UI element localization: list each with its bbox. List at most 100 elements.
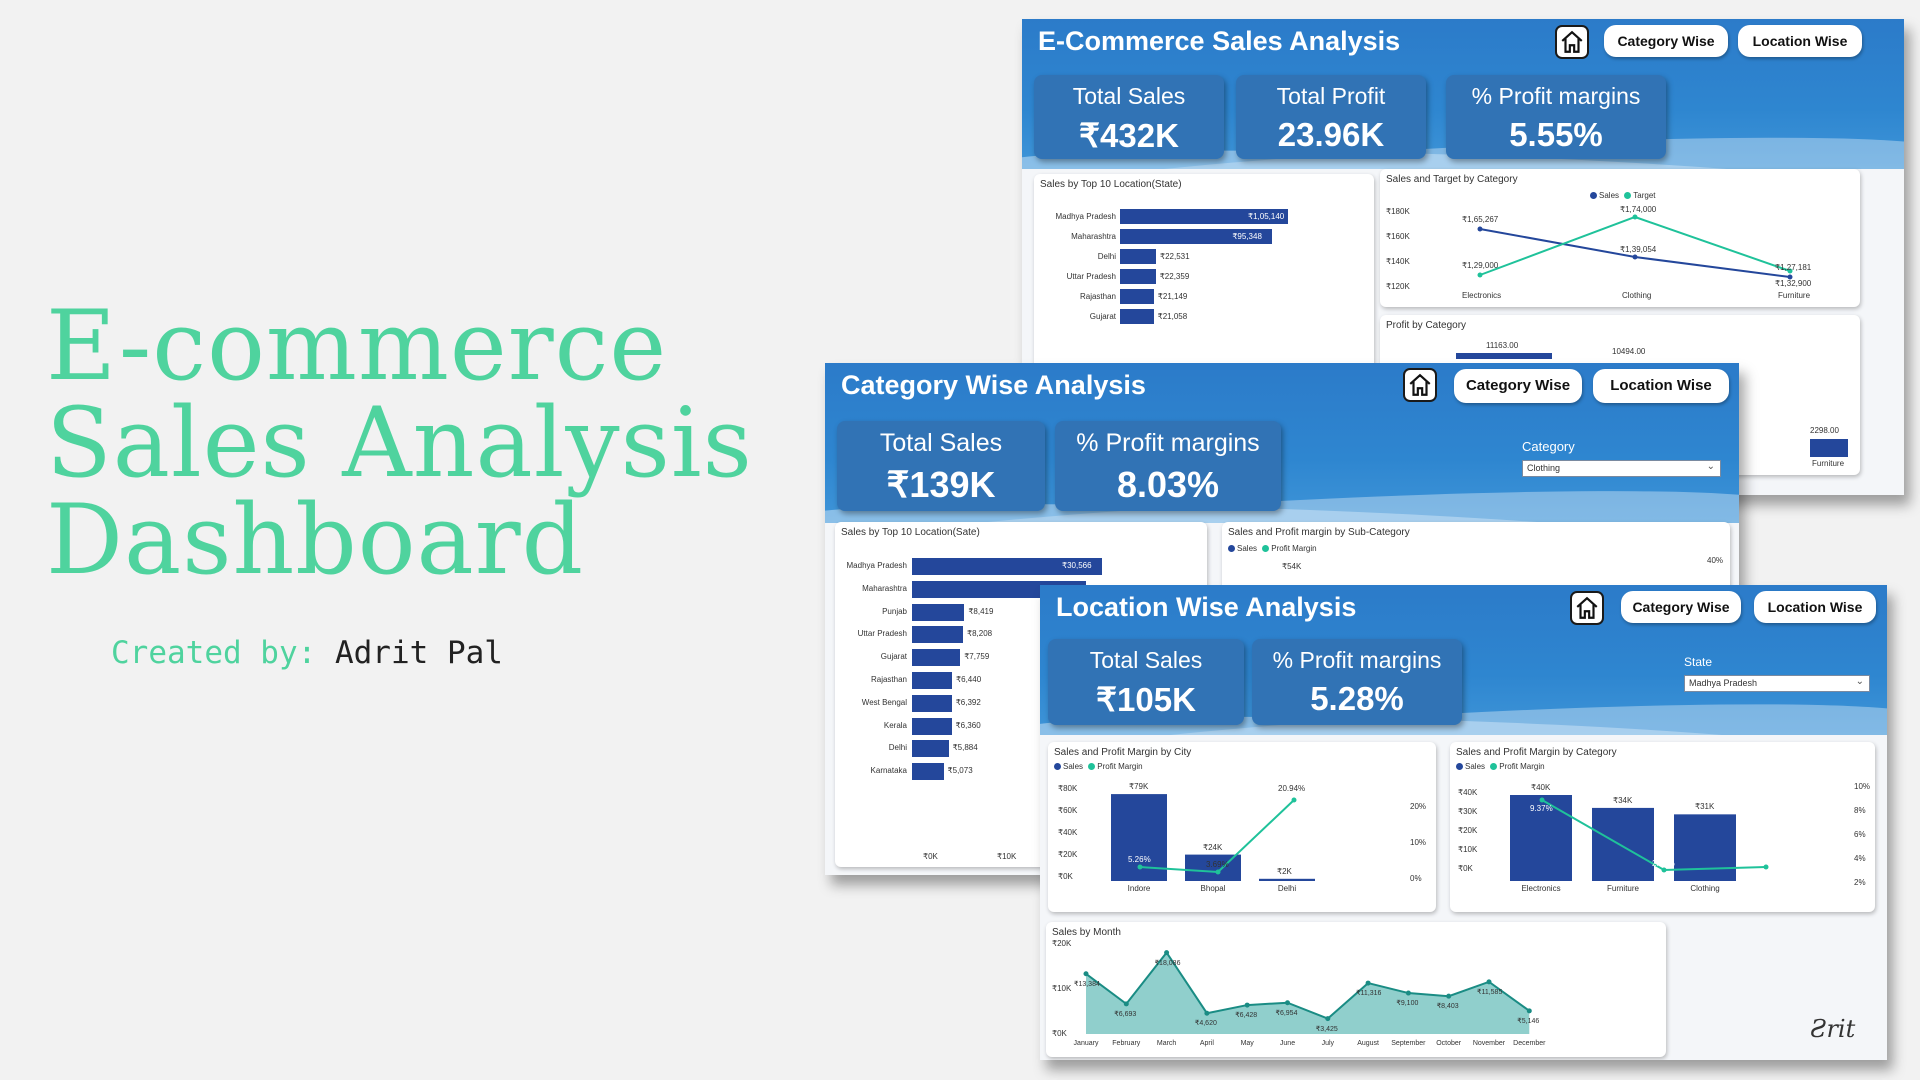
state-slicer-label: State (1684, 655, 1713, 669)
y-tick: ₹180K (1386, 207, 1410, 216)
y-tick: ₹20K (1052, 939, 1072, 948)
state-label: Maharashtra (1071, 232, 1116, 241)
state-bar (912, 717, 952, 735)
state-bar (912, 672, 953, 689)
value-label: ₹18,086 (1154, 959, 1181, 967)
sales-label: ₹40K (1531, 783, 1551, 792)
home-icon (1409, 373, 1431, 396)
state-label: Karnataka (870, 766, 907, 776)
target-point (1632, 214, 1638, 220)
month-point (1526, 1008, 1532, 1014)
margin-label: 3.69% (1206, 860, 1229, 869)
y2-tick: 10% (1410, 838, 1427, 847)
kpi-value: 5.28% (1310, 680, 1404, 717)
chart-legend: Sales Profit Margin (1456, 762, 1545, 771)
bar-value: ₹5,884 (952, 743, 978, 753)
sales-label: ₹34K (1613, 795, 1633, 805)
kpi-label: % Profit margins (1272, 647, 1442, 673)
state-bar (912, 740, 949, 758)
month-point (1204, 1010, 1210, 1016)
margin-point (1137, 864, 1143, 870)
state-label: Rajasthan (1079, 292, 1116, 301)
y-tick: ₹30K (1458, 807, 1478, 816)
data-label: 2298.00 (1810, 426, 1839, 435)
hero-title: E-commerce Sales Analysis Dashboard (46, 298, 753, 589)
location-wise-button[interactable]: Location Wise (1738, 25, 1862, 57)
x-tick: Bhopal (1200, 884, 1226, 893)
category-wise-button[interactable]: Category Wise (1604, 25, 1728, 57)
margin-label: 3.47% (1754, 853, 1777, 862)
panel-subcategory: Sales and Profit margin by Sub-Category … (1222, 522, 1730, 592)
category-slicer[interactable]: Clothing ⌄ (1522, 460, 1721, 477)
y2-tick: 4% (1854, 854, 1866, 863)
month-point (1164, 950, 1170, 956)
y-tick: ₹40K (1458, 788, 1478, 797)
state-bar (1120, 249, 1156, 264)
kpi-profit-margin: % Profit margins 5.55% (1446, 75, 1666, 159)
kpi-value: ₹432K (1079, 117, 1179, 154)
chevron-down-icon: ⌄ (1855, 676, 1864, 687)
combo-chart (1510, 795, 1769, 881)
x-tick: Delhi (1277, 884, 1297, 893)
category-wise-button[interactable]: Category Wise (1621, 591, 1741, 623)
category-wise-button[interactable]: Category Wise (1454, 369, 1582, 403)
location-wise-button[interactable]: Location Wise (1593, 369, 1729, 403)
x-tick: March (1156, 1040, 1177, 1047)
kpi-total-profit: Total Profit 23.96K (1236, 75, 1426, 159)
location-wise-button[interactable]: Location Wise (1754, 591, 1876, 623)
month-point (1285, 1000, 1290, 1006)
home-button[interactable] (1403, 368, 1437, 402)
state-label: Madhya Pradesh (1055, 212, 1116, 221)
margin-label: 2.03% (1652, 859, 1675, 868)
state-bar (1120, 229, 1273, 244)
x-tick: January (1073, 1040, 1099, 1047)
chart-legend: Sales Profit Margin (1054, 762, 1143, 771)
x-tick: Electronics (1521, 884, 1561, 893)
bar-value: ₹7,759 (964, 652, 990, 662)
y-tick: ₹10K (1458, 845, 1478, 854)
state-label: Madhya Pradesh (846, 561, 907, 570)
x-tick: Clothing (1622, 291, 1652, 300)
target-label: ₹1,29,000 (1462, 261, 1499, 270)
credit-line: Created by: Adrit Pal (111, 635, 503, 671)
state-bar (1120, 289, 1154, 304)
state-slicer[interactable]: Madhya Pradesh ⌄ (1684, 675, 1870, 692)
y2-tick: 40% (1707, 556, 1724, 565)
value-label: ₹13,384 (1074, 980, 1100, 988)
home-icon (1576, 596, 1598, 619)
state-bar (1120, 269, 1156, 284)
target-point (1787, 268, 1793, 274)
y-tick: ₹0K (1458, 864, 1473, 873)
state-label: Gujarat (1089, 312, 1116, 321)
x-tick: Furniture (1778, 291, 1811, 300)
month-point (1446, 993, 1452, 999)
chart-title: Sales by Month (1052, 927, 1121, 938)
y2-tick: 10% (1854, 782, 1871, 791)
bar-value: ₹95,348 (1232, 232, 1262, 241)
value-label: ₹5,146 (1517, 1017, 1540, 1025)
state-bar (912, 694, 952, 712)
month-point (1325, 1016, 1331, 1022)
state-bar (1120, 309, 1154, 324)
state-label: Delhi (1097, 252, 1116, 261)
sales-bar (1259, 878, 1315, 881)
home-button[interactable] (1570, 591, 1604, 625)
x-tick: November (1472, 1040, 1506, 1047)
kpi-label: % Profit margins (1471, 83, 1641, 109)
bar-value: ₹6,440 (956, 675, 982, 684)
x-tick: July (1321, 1040, 1335, 1047)
data-label: 10494.00 (1612, 347, 1646, 356)
kpi-value: ₹139K (886, 464, 996, 505)
credit-label: Created by: (111, 635, 317, 671)
state-bar (912, 626, 964, 644)
kpi-total-sales: Total Sales ₹105K (1048, 639, 1244, 725)
state-label: Kerala (883, 720, 907, 730)
area-chart (1083, 950, 1532, 1034)
kpi-label: Total Sales (1089, 647, 1203, 673)
state-label: Uttar Pradesh (1066, 272, 1116, 281)
state-label: Rajasthan (870, 675, 907, 684)
home-button[interactable] (1555, 25, 1589, 59)
kpi-value: 5.55% (1509, 116, 1603, 153)
legend-profit-margin: Profit Margin (1271, 544, 1317, 553)
value-label: ₹6,428 (1235, 1012, 1258, 1020)
